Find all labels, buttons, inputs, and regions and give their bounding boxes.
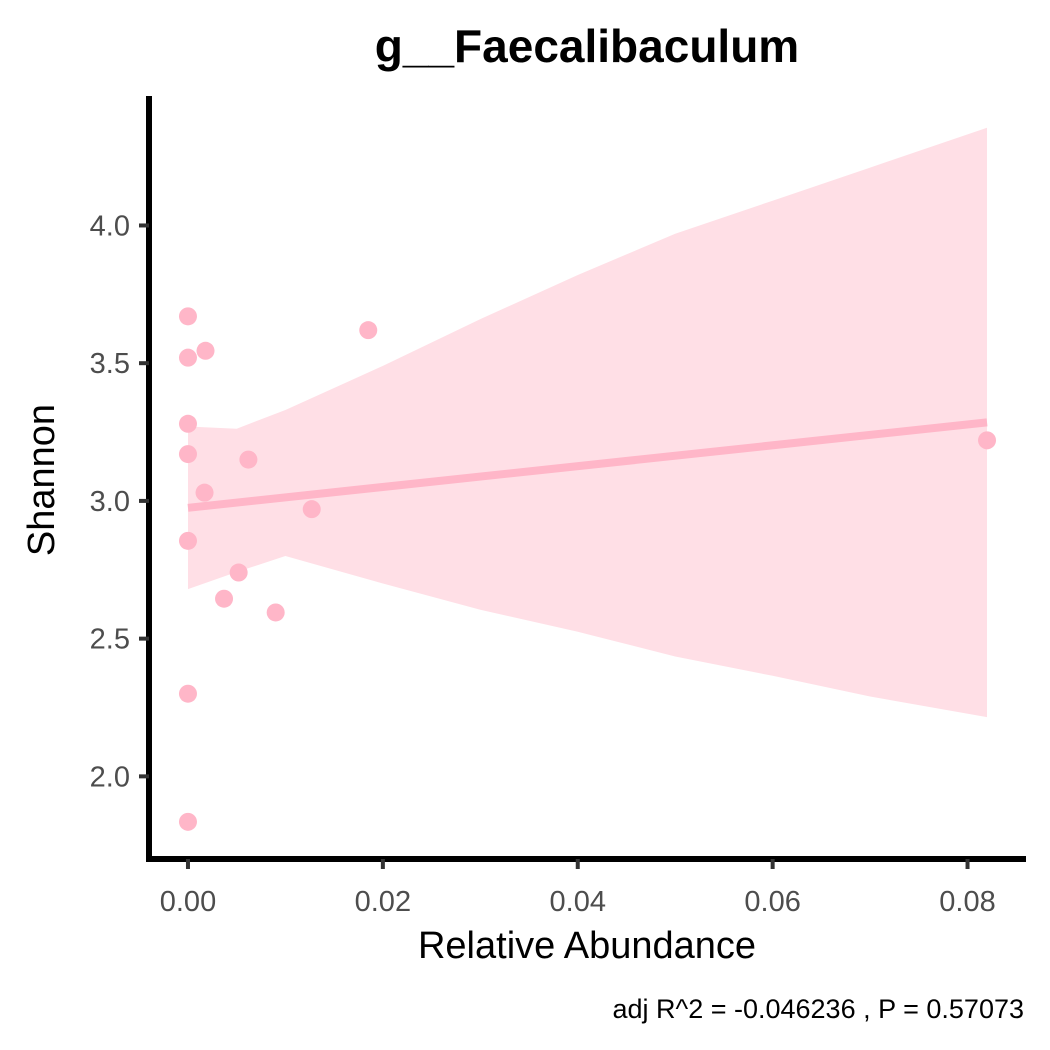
y-tick-label: 3.5	[90, 348, 130, 380]
y-tick-label: 4.0	[90, 210, 130, 242]
x-tick-label: 0.02	[355, 886, 411, 918]
x-ticks: 0.00 0.02 0.04 0.06 0.08	[160, 859, 996, 918]
y-tick-label: 2.5	[90, 624, 130, 656]
data-point	[178, 414, 197, 433]
data-point	[266, 603, 285, 622]
data-point	[215, 589, 234, 608]
x-tick-label: 0.06	[744, 886, 800, 918]
confidence-band-layer	[188, 127, 987, 718]
y-ticks: 2.0 2.5 3.0 3.5 4.0	[90, 210, 149, 793]
data-point	[359, 321, 378, 340]
y-tick-label: 3.0	[90, 486, 130, 518]
data-point	[978, 431, 997, 450]
data-point	[302, 500, 321, 519]
regression-line	[187, 418, 988, 512]
data-point	[178, 348, 197, 367]
data-point	[229, 563, 248, 582]
data-point	[239, 450, 258, 469]
y-tick-label: 2.0	[90, 761, 130, 793]
fit-line-layer	[187, 418, 988, 512]
stats-caption: adj R^2 = -0.046236 , P = 0.57073	[613, 994, 1025, 1024]
data-points-layer	[178, 307, 997, 831]
x-axis-title: Relative Abundance	[418, 925, 756, 967]
x-tick-label: 0.04	[550, 886, 606, 918]
data-point	[178, 531, 197, 550]
x-tick-label: 0.08	[939, 886, 995, 918]
chart-title: g__Faecalibaculum	[375, 20, 799, 72]
data-point	[178, 684, 197, 703]
data-point	[196, 341, 215, 360]
data-point	[178, 445, 197, 464]
confidence-band	[188, 127, 987, 718]
data-point	[178, 307, 197, 326]
data-point	[178, 812, 197, 831]
data-point	[195, 483, 214, 502]
x-tick-label: 0.00	[160, 886, 216, 918]
y-axis-title: Shannon	[21, 404, 63, 556]
